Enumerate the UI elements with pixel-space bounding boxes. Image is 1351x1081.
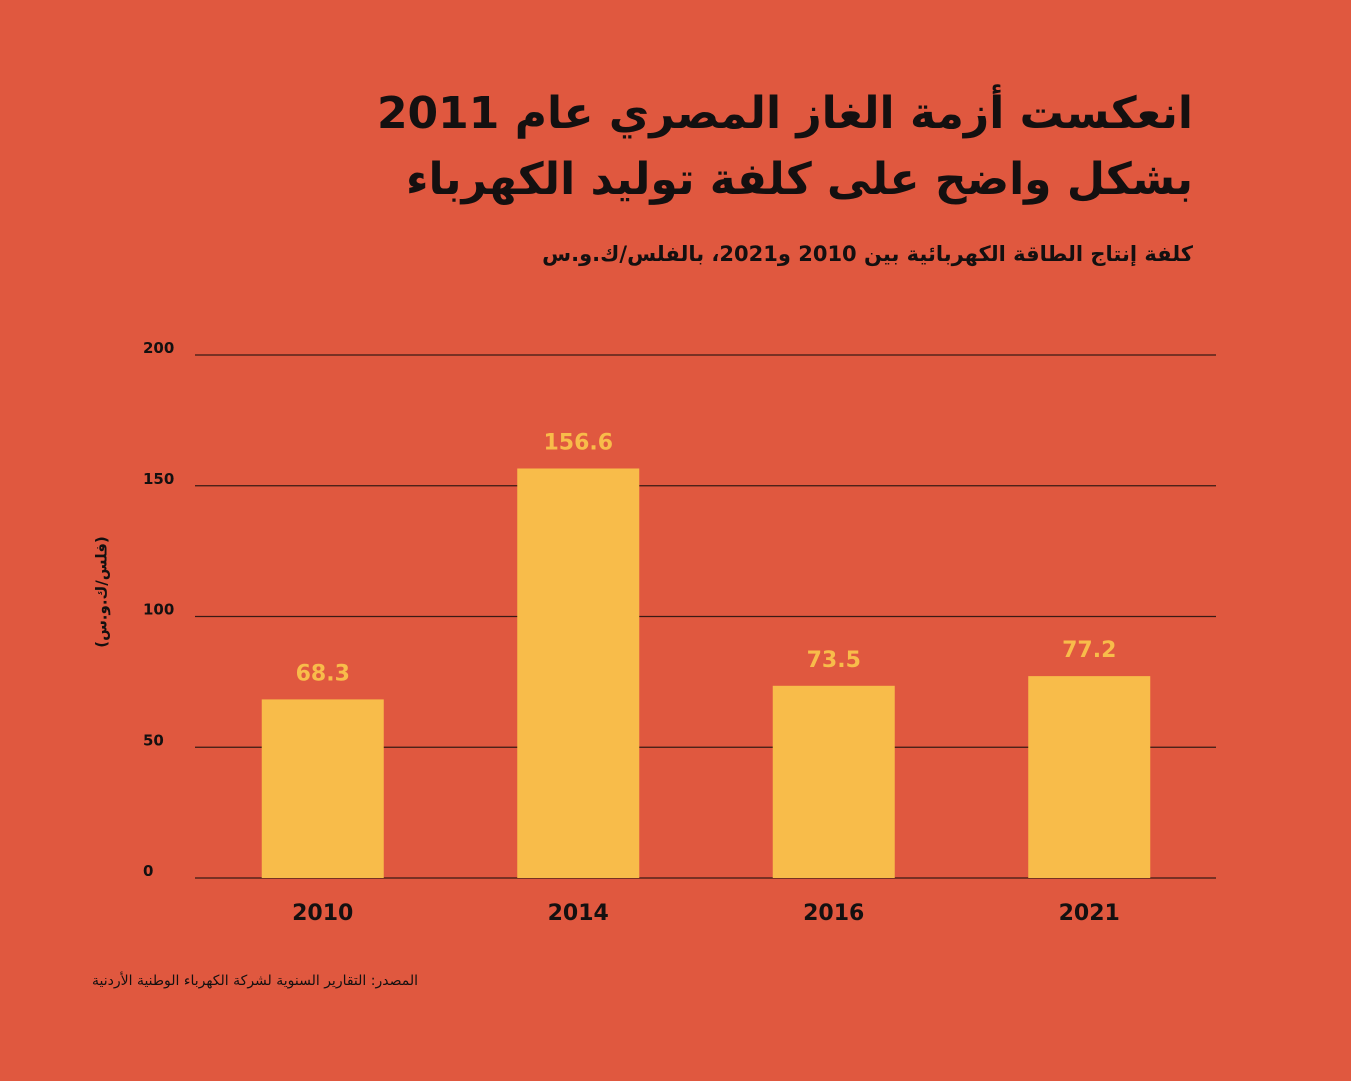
x-tick-label-2010: 2010 (292, 901, 353, 926)
chart-title-line-2: بشكل واضح على كلفة توليد الكهرباء (406, 154, 1193, 205)
source-note: المصدر: التقارير السنوية لشركة الكهرباء … (92, 973, 418, 989)
bar-2014 (517, 468, 640, 878)
chart-subtitle: كلفة إنتاج الطاقة الكهربائية بين 2010 و2… (542, 242, 1193, 266)
x-tick-label-2014: 2014 (548, 901, 609, 926)
y-axis-title: (فلس/ك.و.س) (93, 536, 111, 648)
y-tick-label-150: 150 (143, 470, 174, 488)
x-tick-label-2021: 2021 (1059, 901, 1120, 926)
y-tick-label-100: 100 (143, 601, 174, 619)
x-axis-ticks: 2010 2014 2016 2021 (292, 901, 1120, 926)
value-label-2010: 68.3 (296, 661, 350, 686)
bar-2021 (1028, 676, 1151, 878)
bar-2016 (772, 685, 895, 878)
bar-2010 (261, 699, 384, 878)
value-labels: 68.3 156.6 73.5 77.2 (296, 430, 1117, 686)
y-axis-ticks: 0 50 100 150 200 (143, 339, 174, 880)
chart-title-line-1: انعكست أزمة الغاز المصري عام 2011 (376, 88, 1193, 139)
bars (261, 468, 1151, 878)
value-label-2014: 156.6 (543, 430, 613, 455)
y-tick-label-0: 0 (143, 862, 153, 880)
value-label-2021: 77.2 (1062, 638, 1116, 663)
y-tick-label-50: 50 (143, 731, 164, 749)
value-label-2016: 73.5 (807, 648, 861, 673)
y-tick-label-200: 200 (143, 339, 174, 357)
x-tick-label-2016: 2016 (803, 901, 864, 926)
